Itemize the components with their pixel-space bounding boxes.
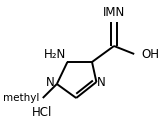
Text: N: N [97, 77, 106, 89]
Text: OH: OH [141, 48, 159, 61]
Text: HCl: HCl [32, 105, 53, 119]
Text: methyl: methyl [3, 93, 39, 103]
Text: N: N [46, 77, 55, 89]
Text: H₂N: H₂N [44, 48, 66, 61]
Text: IMN: IMN [103, 6, 125, 18]
